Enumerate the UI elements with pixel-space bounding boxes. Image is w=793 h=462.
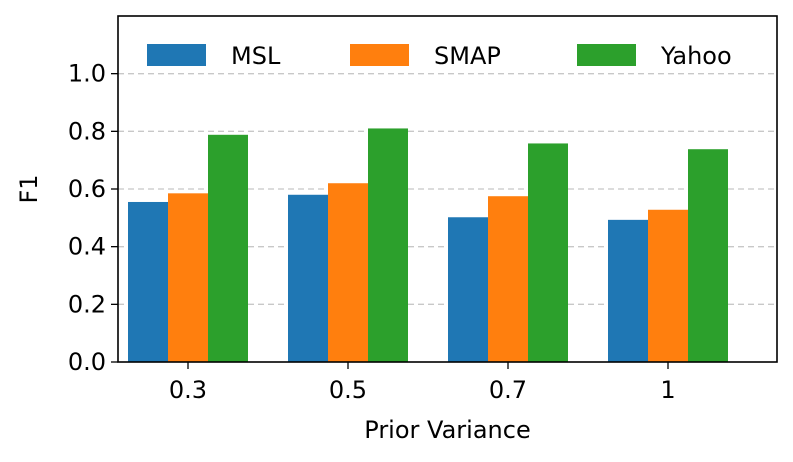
bar-smap-0.3 bbox=[168, 193, 208, 362]
y-tick-label: 0.8 bbox=[68, 117, 106, 145]
y-tick-label: 0.4 bbox=[68, 233, 106, 261]
legend-label-yahoo: Yahoo bbox=[660, 42, 732, 70]
y-tick-label: 0.0 bbox=[68, 348, 106, 376]
bar-msl-0.7 bbox=[448, 217, 488, 362]
bar-yahoo-0.3 bbox=[208, 134, 248, 362]
x-tick-label: 1 bbox=[660, 376, 675, 404]
x-tick-label: 0.5 bbox=[329, 376, 367, 404]
bar-msl-1 bbox=[608, 219, 648, 362]
x-axis-title: Prior Variance bbox=[364, 416, 530, 444]
y-axis: 0.0 0.2 0.4 0.6 0.8 1.0 bbox=[68, 60, 118, 376]
bar-yahoo-1 bbox=[688, 149, 728, 362]
y-tick-label: 0.6 bbox=[68, 175, 106, 203]
legend-label-smap: SMAP bbox=[434, 42, 501, 70]
legend-swatch-msl bbox=[147, 44, 206, 66]
bar-yahoo-0.5 bbox=[368, 128, 408, 362]
bar-msl-0.3 bbox=[128, 201, 168, 362]
x-tick-label: 0.7 bbox=[489, 376, 527, 404]
bar-yahoo-0.7 bbox=[528, 143, 568, 362]
bars bbox=[128, 128, 728, 362]
bar-smap-0.7 bbox=[488, 196, 528, 362]
legend-label-msl: MSL bbox=[231, 42, 281, 70]
legend-swatch-yahoo bbox=[577, 44, 636, 66]
legend-swatch-smap bbox=[350, 44, 409, 66]
y-tick-label: 1.0 bbox=[68, 60, 106, 88]
x-tick-label: 0.3 bbox=[169, 376, 207, 404]
y-axis-title: F1 bbox=[15, 174, 43, 203]
legend: MSL SMAP Yahoo bbox=[147, 42, 732, 70]
bar-smap-1 bbox=[648, 209, 688, 362]
x-axis: 0.3 0.5 0.7 1 bbox=[169, 362, 676, 404]
bar-msl-0.5 bbox=[288, 194, 328, 362]
y-tick-label: 0.2 bbox=[68, 290, 106, 318]
bar-smap-0.5 bbox=[328, 183, 368, 362]
